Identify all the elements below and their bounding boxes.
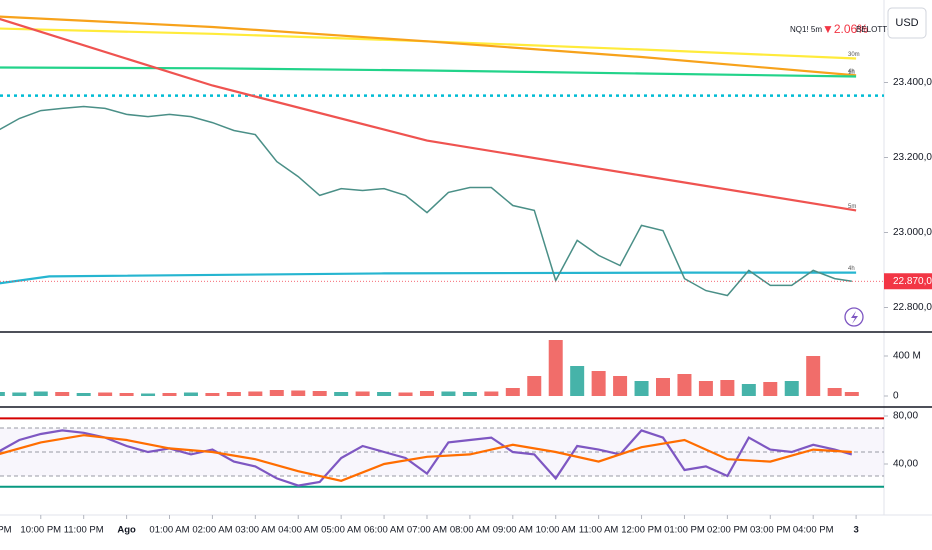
series-line (0, 105, 852, 297)
volume-bar (248, 391, 263, 396)
currency-button[interactable] (887, 7, 927, 39)
volume-bar (591, 371, 606, 396)
alert-icon[interactable] (844, 307, 864, 327)
y-tick-label: 22.800,00 (893, 302, 932, 313)
series-line (0, 434, 852, 482)
volume-bar (226, 392, 241, 396)
alert-bolt (851, 311, 858, 324)
y-tick-label: 23.000,00 (893, 227, 932, 238)
volume-bar (763, 382, 778, 396)
volume-bar (269, 390, 284, 396)
y-tick-label: 0 (893, 391, 899, 402)
volume-bar (806, 356, 821, 396)
volume-bar (484, 391, 499, 396)
series-line (0, 429, 853, 487)
volume-bar (76, 393, 91, 396)
x-tick-label: 03:00 PM (750, 525, 791, 536)
x-tick-label: 04:00 PM (793, 525, 834, 536)
volume-bar (183, 392, 198, 396)
volume-bar (720, 380, 735, 396)
volume-bar (205, 393, 220, 396)
volume-bar (0, 392, 5, 396)
x-tick-label: 06:00 AM (364, 525, 404, 536)
line-label: 4h (848, 69, 855, 75)
volume-bar (12, 392, 27, 396)
x-tick-label: 09:00 AM (493, 525, 533, 536)
volume-bar (119, 393, 134, 396)
y-tick-label: 400 M (893, 351, 921, 362)
volume-bar (441, 391, 456, 396)
x-tick-label: 07:00 AM (407, 525, 447, 536)
symbol: NQ1! 5m (790, 25, 822, 34)
y-tick-label: 23.200,00 (893, 152, 932, 163)
x-tick-label: 04:00 AM (278, 525, 318, 536)
volume-bar (334, 392, 349, 396)
volume-bar (784, 381, 799, 396)
x-tick-label: 10:00 PM (20, 525, 61, 536)
volume-bar (377, 392, 392, 396)
volume-bar (141, 393, 156, 396)
volume-bar (505, 388, 520, 396)
volume-bar (698, 381, 713, 396)
x-tick-label: 11:00 PM (64, 525, 104, 536)
x-tick-label: 10:00 AM (536, 525, 576, 536)
y-tick-label: 80,00 (893, 411, 918, 422)
x-tick-label: 11:00 AM (579, 525, 619, 536)
volume-bar (613, 376, 628, 396)
currency[interactable]: USD (895, 17, 918, 29)
series-line (0, 15, 857, 77)
volume-bar (55, 392, 70, 396)
x-tick-label: 3 (853, 525, 858, 536)
x-tick-label: 00 PM (0, 525, 12, 536)
change: ▼2.06% (822, 22, 868, 36)
x-tick-label: 02:00 AM (192, 525, 232, 536)
volume-bar (548, 340, 563, 396)
y-tick-label: 40,00 (893, 459, 918, 470)
volume-bar (33, 391, 48, 396)
volume-bar (656, 378, 670, 396)
volume-bar (634, 381, 649, 396)
volume-bar (312, 391, 327, 396)
volume-bar (677, 374, 692, 396)
line-label: 4h (848, 266, 855, 272)
volume-bar (827, 388, 842, 396)
line-label: 1h (848, 70, 855, 76)
last-price-box (884, 273, 932, 290)
volume-bar (398, 392, 413, 396)
volume-bar (844, 392, 859, 396)
x-tick-label: 03:00 AM (235, 525, 275, 536)
last-price-label: 22.870,00 (893, 276, 932, 287)
x-tick-label: 08:00 AM (450, 525, 490, 536)
x-tick-label: 02:00 PM (707, 525, 748, 536)
volume-bar (419, 391, 434, 396)
x-tick-label: 05:00 AM (321, 525, 361, 536)
y-tick-label: 23.400,00 (893, 77, 932, 88)
volume-bar (741, 384, 756, 396)
series-line (0, 271, 857, 285)
x-tick-label: 01:00 PM (664, 525, 705, 536)
line-label: 30m (848, 52, 860, 58)
study-name: BELOTTO (856, 25, 893, 34)
volume-bar (355, 391, 370, 396)
x-tick-label: 01:00 AM (149, 525, 189, 536)
x-tick-label: Ago (117, 525, 136, 536)
series-line (0, 17, 857, 212)
volume-bar (527, 376, 542, 396)
volume-bar (291, 390, 306, 396)
volume-bar (462, 392, 477, 396)
line-label: 5m (848, 204, 856, 210)
x-tick-label: 12:00 PM (621, 525, 662, 536)
volume-bar (570, 366, 585, 396)
volume-bar (98, 392, 113, 396)
series-line (0, 66, 857, 78)
volume-bar (162, 393, 177, 396)
